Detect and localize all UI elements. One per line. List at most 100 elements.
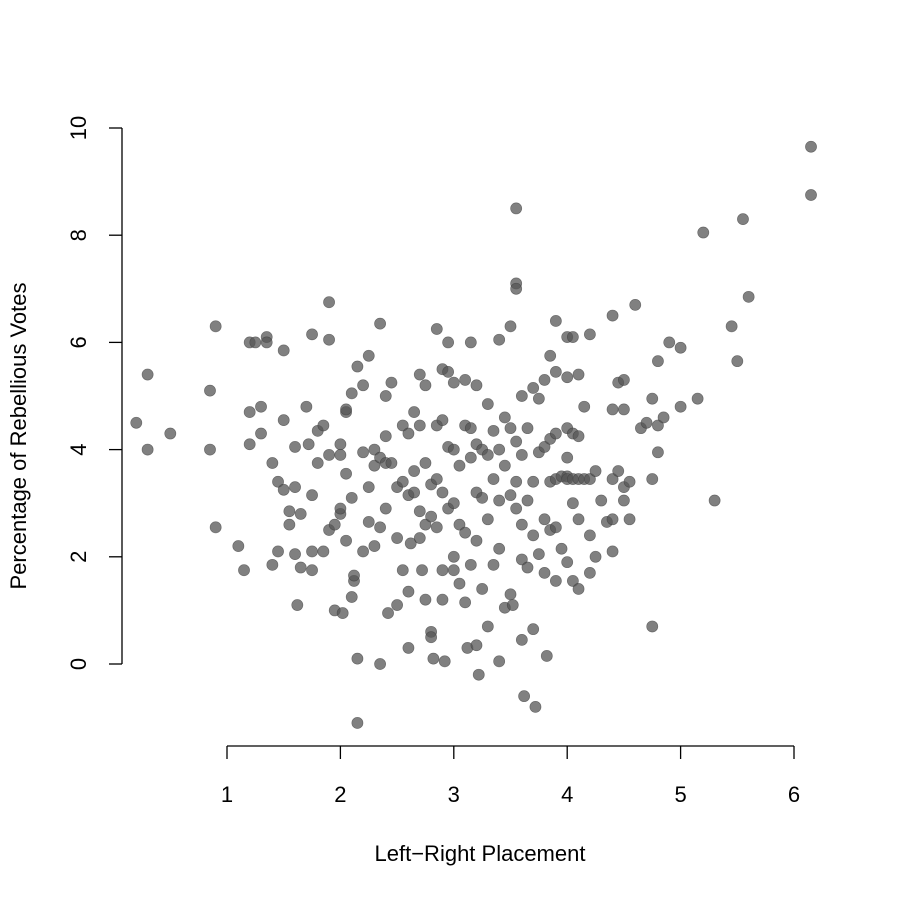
data-point — [413, 419, 426, 432]
data-point — [498, 411, 511, 424]
x-axis-title: Left−Right Placement — [375, 841, 586, 866]
data-point — [646, 392, 659, 405]
data-point — [436, 564, 449, 577]
data-point — [527, 382, 540, 394]
data-point — [209, 521, 222, 534]
data-point — [345, 591, 358, 603]
data-point — [362, 349, 375, 362]
data-point — [459, 526, 472, 539]
data-point — [493, 655, 506, 668]
data-point — [334, 502, 347, 515]
data-point — [289, 548, 301, 561]
data-point — [538, 566, 551, 579]
data-point — [408, 406, 421, 418]
data-point — [238, 564, 250, 577]
data-point — [549, 315, 562, 327]
data-point — [725, 320, 738, 333]
data-point — [141, 443, 154, 456]
data-point — [447, 497, 460, 510]
data-point — [419, 593, 432, 606]
x-tick-label: 5 — [674, 782, 686, 807]
data-point — [510, 475, 523, 488]
data-point — [425, 510, 438, 523]
y-tick-label: 4 — [66, 443, 91, 455]
data-point — [413, 505, 426, 518]
data-point — [382, 607, 394, 619]
data-point — [518, 690, 531, 703]
data-point — [589, 465, 602, 477]
data-point — [374, 521, 386, 534]
data-point — [805, 189, 817, 201]
data-point — [606, 473, 619, 485]
data-point — [374, 658, 386, 670]
data-point — [470, 639, 483, 652]
data-point — [487, 473, 500, 485]
data-point — [606, 545, 619, 558]
data-point — [657, 411, 670, 424]
data-point — [464, 558, 477, 571]
data-point — [515, 553, 528, 566]
data-point — [572, 513, 585, 526]
data-point — [629, 298, 642, 311]
data-point — [302, 438, 315, 451]
data-point — [561, 371, 574, 384]
data-point — [232, 540, 245, 552]
data-point — [249, 336, 262, 349]
data-point — [498, 459, 511, 472]
data-point — [368, 540, 381, 552]
data-point — [323, 296, 335, 309]
data-points — [130, 140, 817, 729]
data-point — [243, 406, 256, 418]
data-point — [453, 577, 466, 590]
data-point — [447, 443, 460, 456]
data-point — [368, 443, 381, 456]
data-point — [294, 561, 307, 574]
data-point — [402, 642, 415, 654]
data-point — [340, 534, 352, 547]
data-point — [540, 650, 553, 662]
data-point — [379, 502, 392, 515]
data-point — [583, 473, 596, 485]
data-point — [464, 451, 477, 464]
data-point — [351, 717, 364, 729]
data-point — [544, 349, 557, 362]
data-point — [583, 328, 596, 341]
data-point — [595, 494, 608, 507]
data-point — [209, 320, 222, 333]
data-point — [527, 475, 540, 488]
data-point — [578, 400, 591, 413]
data-point — [453, 459, 466, 472]
data-point — [504, 588, 517, 601]
data-point — [504, 422, 517, 435]
data-point — [652, 355, 664, 368]
data-point — [493, 542, 506, 555]
data-point — [419, 379, 432, 392]
data-point — [447, 564, 460, 577]
data-point — [283, 518, 296, 531]
data-point — [340, 403, 352, 416]
data-point — [572, 368, 585, 381]
data-point — [618, 374, 630, 386]
data-point — [549, 521, 562, 534]
data-point — [436, 486, 449, 499]
data-point — [652, 446, 664, 459]
data-point — [277, 483, 290, 496]
data-point — [481, 449, 494, 461]
data-point — [529, 700, 542, 713]
data-point — [561, 556, 574, 569]
data-point — [606, 403, 619, 416]
data-point — [391, 532, 403, 544]
data-point — [504, 489, 517, 502]
data-point — [368, 459, 381, 472]
data-point — [493, 443, 506, 456]
data-point — [413, 368, 426, 381]
data-point — [612, 465, 625, 477]
data-point — [379, 390, 392, 402]
data-point — [317, 419, 330, 432]
data-point — [272, 545, 284, 558]
data-point — [493, 494, 506, 507]
data-point — [351, 652, 364, 665]
data-point — [472, 668, 485, 681]
y-axis-title: Percentage of Rebellious Votes — [6, 283, 31, 590]
